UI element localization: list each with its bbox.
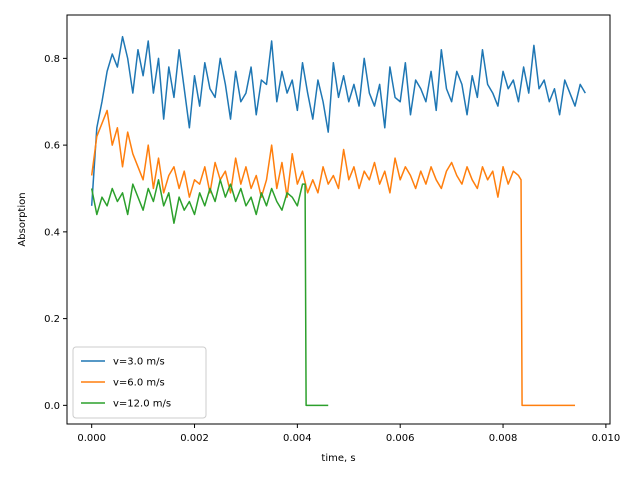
series-line-2 bbox=[90, 109, 576, 407]
legend-entry: v=6.0 m/s bbox=[113, 378, 165, 389]
y-tick-label: 0.0 bbox=[44, 401, 60, 412]
y-tick-label: 0.8 bbox=[44, 54, 60, 65]
series-line-3 bbox=[90, 179, 329, 407]
series-line-1 bbox=[90, 35, 586, 206]
x-tick-label: 0.004 bbox=[283, 433, 312, 444]
x-axis-ticks: 0.000 0.002 0.004 0.006 0.008 0.010 bbox=[77, 424, 620, 444]
legend-entry: v=3.0 m/s bbox=[113, 357, 165, 368]
x-axis-label: time, s bbox=[321, 453, 355, 464]
y-axis-label: Absorption bbox=[17, 192, 28, 246]
y-tick-label: 0.2 bbox=[44, 314, 60, 325]
y-axis-ticks: 0.0 0.2 0.4 0.6 0.8 bbox=[44, 54, 67, 412]
x-tick-label: 0.008 bbox=[489, 433, 518, 444]
x-tick-label: 0.006 bbox=[386, 433, 415, 444]
legend: v=3.0 m/s v=6.0 m/s v=12.0 m/s bbox=[72, 346, 207, 419]
y-tick-label: 0.4 bbox=[44, 227, 60, 238]
legend-entry: v=12.0 m/s bbox=[113, 399, 171, 410]
x-tick-label: 0.010 bbox=[592, 433, 621, 444]
axes-frame bbox=[66, 14, 611, 425]
legend-box bbox=[72, 346, 207, 419]
y-tick-label: 0.6 bbox=[44, 141, 60, 152]
x-tick-label: 0.000 bbox=[77, 433, 106, 444]
x-tick-label: 0.002 bbox=[180, 433, 209, 444]
